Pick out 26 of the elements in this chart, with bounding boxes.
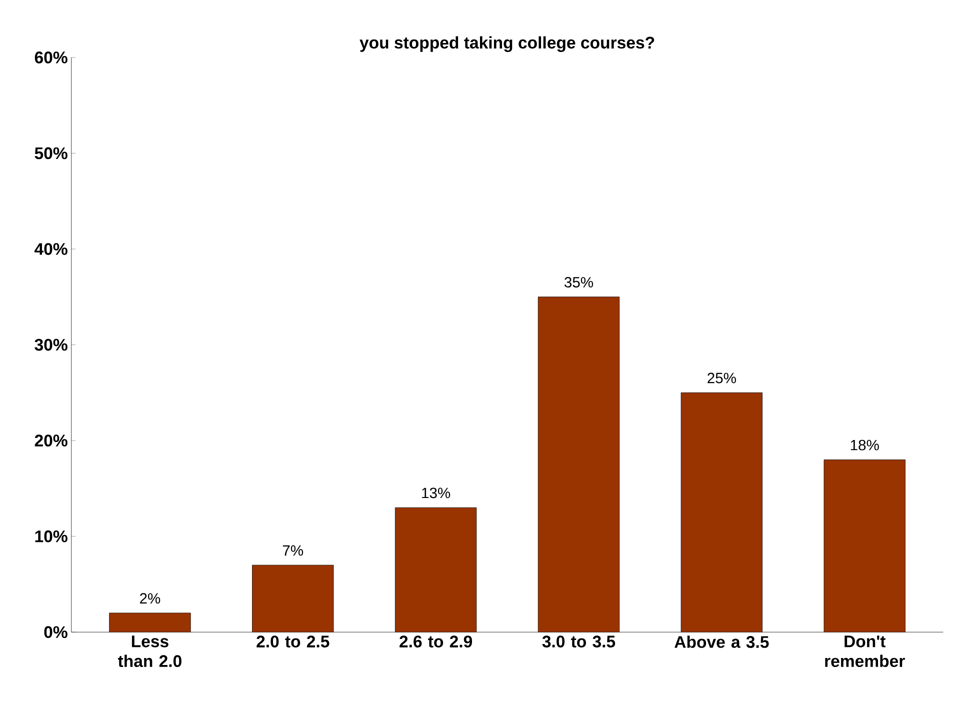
x-tick-label: 2.6 to 2.9 xyxy=(400,635,472,648)
bar xyxy=(109,612,191,632)
y-tick-label: 10% xyxy=(35,530,68,542)
y-tick-label: 0% xyxy=(44,626,68,638)
data-label: 2% xyxy=(140,592,160,604)
data-label: 7% xyxy=(282,545,304,556)
y-tick-label: 50% xyxy=(34,147,68,159)
x-tick-label: Above a 3.5 xyxy=(674,635,769,648)
bar xyxy=(681,392,762,632)
y-tick-label: 60% xyxy=(34,51,68,64)
data-label: 18% xyxy=(850,440,879,450)
data-label: 35% xyxy=(564,276,594,288)
bar xyxy=(395,507,476,632)
bar xyxy=(252,564,334,632)
bar xyxy=(824,459,906,632)
y-tick-label: 40% xyxy=(34,242,68,255)
y-tick-label: 20% xyxy=(34,434,68,446)
data-label: 25% xyxy=(708,372,736,384)
chart-title: you stopped taking college courses? xyxy=(360,36,654,52)
data-label: 13% xyxy=(422,487,450,498)
x-tick-label: Don't remember xyxy=(825,635,905,667)
x-tick-label: Less than 2.0 xyxy=(118,635,182,667)
y-tick-label: 30% xyxy=(34,338,68,350)
x-tick-label: 2.0 to 2.5 xyxy=(256,635,330,648)
x-tick-label: 3.0 to 3.5 xyxy=(542,635,616,648)
bar xyxy=(538,296,620,632)
